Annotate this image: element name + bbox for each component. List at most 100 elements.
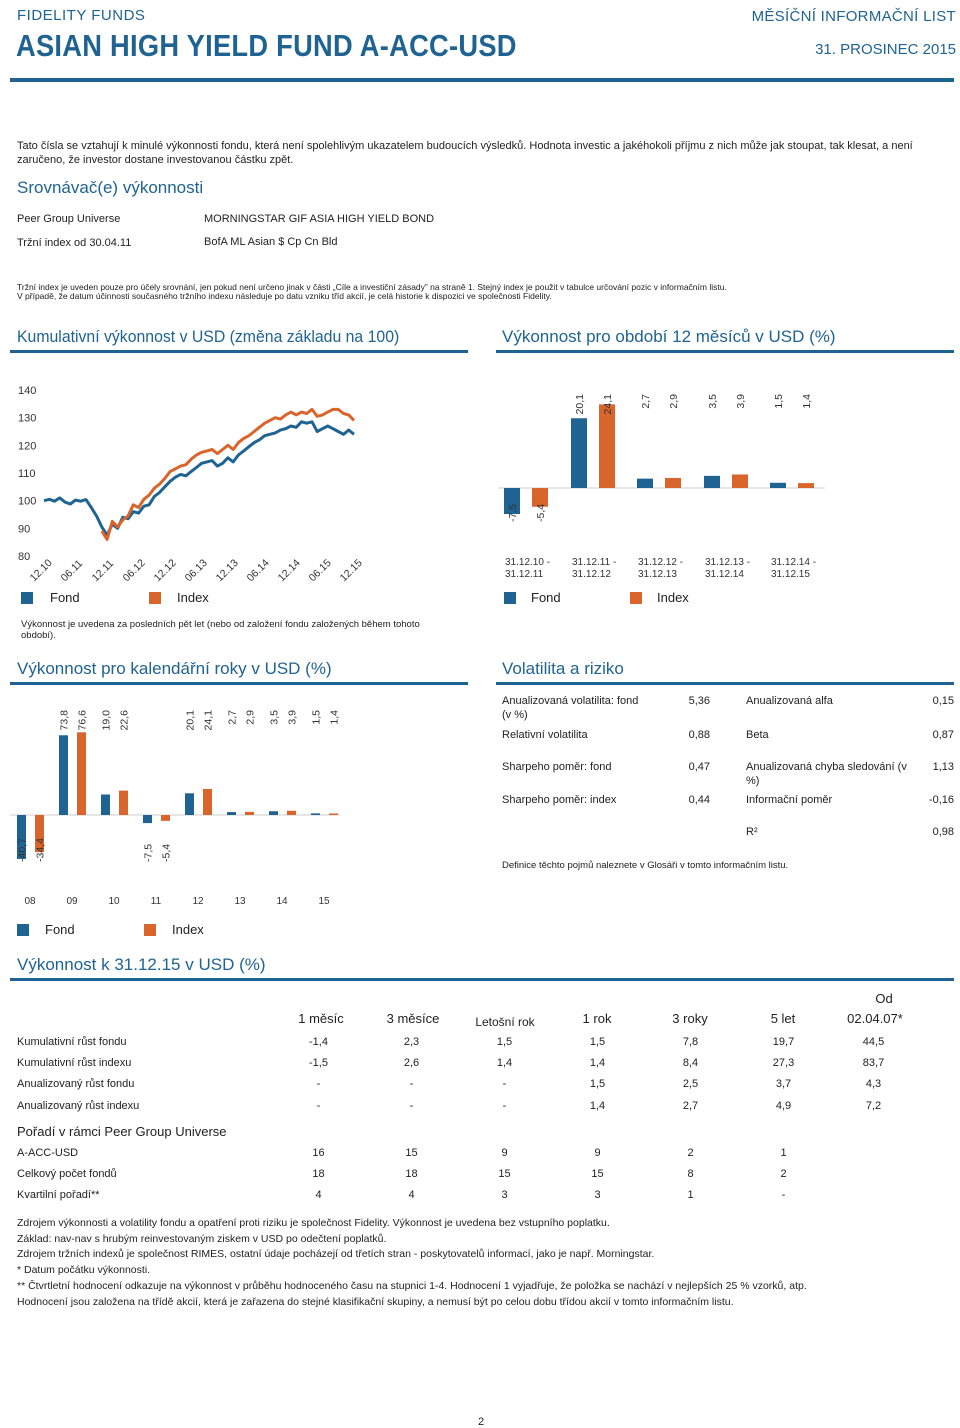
cumulative-x-tick: 06.15 xyxy=(307,557,334,584)
twelve-month-legend-fund-swatch xyxy=(504,592,516,604)
cumulative-x-tick: 06.13 xyxy=(183,557,210,584)
perf-cell: 1,4 xyxy=(589,1056,606,1069)
cumulative-x-tick: 06.11 xyxy=(59,557,86,584)
twelve-month-chart-title: Výkonnost pro období 12 měsíců v USD (%) xyxy=(502,327,836,346)
twelve-month-category-end: 31.12.11 xyxy=(505,569,544,580)
report-date: 31. PROSINEC 2015 xyxy=(815,41,956,58)
comparator-value-peer: MORNINGSTAR GIF ASIA HIGH YIELD BOND xyxy=(204,213,435,225)
perf-table-title-rule xyxy=(10,978,954,981)
rank-row-label: Celkový počet fondů xyxy=(17,1167,117,1180)
rank-cell: 9 xyxy=(594,1146,601,1159)
calendar-index-label: -5,4 xyxy=(161,844,173,862)
cumulative-x-tick: 12.14 xyxy=(276,557,303,584)
cumulative-y-tick: 100 xyxy=(18,496,36,508)
vol-value-information-ratio: -0,16 xyxy=(928,794,954,806)
perf-cell: -1,4 xyxy=(309,1035,328,1048)
calendar-index-bar xyxy=(77,732,86,815)
perf-cell: - xyxy=(502,1099,507,1112)
doc-type: MĚSÍČNÍ INFORMAČNÍ LIST xyxy=(751,8,956,25)
rank-cell: 18 xyxy=(405,1167,418,1180)
cumulative-y-tick: 140 xyxy=(18,385,36,397)
twelve-month-index-bar xyxy=(599,404,615,488)
calendar-legend-fund-swatch xyxy=(17,924,29,936)
perf-row-label: Kumulativní růst fondu xyxy=(17,1035,127,1048)
vol-value-relative-volatility: 0,88 xyxy=(688,729,710,741)
twelve-month-category-start: 31.12.12 - xyxy=(638,557,683,568)
twelve-month-fund-bar xyxy=(571,418,587,488)
calendar-fund-label: 20,1 xyxy=(185,710,197,731)
twelve-month-index-label: 2,9 xyxy=(668,394,680,409)
calendar-fund-label: 19,0 xyxy=(101,710,113,731)
calendar-index-label: 3,9 xyxy=(287,710,299,725)
calendar-legend-fund-label: Fond xyxy=(45,922,75,937)
perf-cell: 83,7 xyxy=(862,1056,885,1069)
twelve-month-category-start: 31.12.10 - xyxy=(505,557,550,568)
disclaimer: Tato čísla se vztahují k minulé výkonnos… xyxy=(17,140,913,166)
cumulative-chart-title: Kumulativní výkonnost v USD (změna zákla… xyxy=(17,327,400,346)
twelve-month-fund-label: 2,7 xyxy=(640,394,652,409)
twelve-month-fund-label: -7,5 xyxy=(507,504,519,522)
cumulative-x-tick: 12.13 xyxy=(214,557,241,584)
rank-row-label: Kvartilní pořadí** xyxy=(17,1189,100,1202)
perf-cell: - xyxy=(316,1078,321,1091)
vol-value-annual-volatility: 5,36 xyxy=(688,695,710,707)
cumulative-y-tick: 130 xyxy=(18,413,36,425)
rank-cell: - xyxy=(781,1189,786,1202)
footnotes: Zdrojem výkonnosti a volatility fondu a … xyxy=(17,1216,947,1310)
twelve-month-legend-index-label: Index xyxy=(657,590,689,605)
rank-cell: 4 xyxy=(408,1189,415,1202)
perf-note: Výkonnost je uvedena za posledních pět l… xyxy=(21,619,420,641)
rank-cell: 15 xyxy=(591,1167,604,1180)
vol-value-tracking-error: 1,13 xyxy=(932,761,954,773)
vol-value-sharpe-index: 0,44 xyxy=(688,794,710,806)
perf-cell: - xyxy=(316,1099,321,1112)
perf-cell: 27,3 xyxy=(772,1056,795,1069)
perf-row: Kumulativní růst indexu -1,5 2,6 1,4 1,4 8,4 2… xyxy=(17,1052,917,1073)
comparator-note-1: Tržní index je uveden pouze pro účely sr… xyxy=(17,282,727,292)
twelve-month-fund-bar xyxy=(637,478,653,488)
rank-cell: 2 xyxy=(780,1167,787,1180)
brand: FIDELITY FUNDS xyxy=(17,7,146,24)
cumulative-x-tick: 12.11 xyxy=(90,557,117,584)
rank-cell xyxy=(830,1163,917,1184)
cumulative-y-tick: 80 xyxy=(18,551,30,563)
calendar-index-bar xyxy=(287,810,296,815)
twelve-month-fund-bar xyxy=(504,488,520,515)
perf-cell: 2,5 xyxy=(682,1078,699,1091)
twelve-month-index-label: 24,1 xyxy=(602,394,614,415)
comparator-value-index: BofA ML Asian $ Cp Cn Bld xyxy=(204,236,338,248)
calendar-index-bar xyxy=(245,811,254,815)
calendar-year-tick: 15 xyxy=(318,896,330,907)
twelve-month-index-bar xyxy=(532,488,548,507)
vol-label-annual-volatility: Anualizovaná volatilita: fond (v %) xyxy=(502,695,639,721)
perf-cell: 1,4 xyxy=(589,1099,606,1112)
perf-cell: 2,3 xyxy=(403,1035,420,1048)
comparators-title: Srovnávač(e) výkonnosti xyxy=(17,178,204,197)
calendar-index-label: 22,6 xyxy=(119,710,131,731)
perf-header-1m: 1 měsíc xyxy=(298,1011,344,1026)
cumulative-legend-fund-label: Fond xyxy=(50,590,80,605)
vol-label-sharpe-fund: Sharpeho poměr: fond xyxy=(502,761,612,773)
perf-cell: 44,5 xyxy=(862,1035,885,1048)
calendar-index-bar xyxy=(329,813,338,815)
vol-label-r-squared: R² xyxy=(746,826,758,838)
footnote-3: Zdrojem tržních indexů je společnost RIM… xyxy=(17,1248,655,1261)
calendar-fund-bar xyxy=(101,794,110,815)
rank-row: Celkový počet fondů 18 18 15 15 8 2 xyxy=(17,1163,917,1184)
perf-cell: 2,7 xyxy=(682,1099,699,1112)
calendar-year-tick: 11 xyxy=(151,896,162,907)
perf-row: Kumulativní růst fondu -1,4 2,3 1,5 1,5 7,8 19… xyxy=(17,1031,917,1052)
twelve-month-index-label: 1,4 xyxy=(801,394,813,409)
perf-table: Kumulativní růst fondu -1,4 2,3 1,5 1,5 7,8 19… xyxy=(17,1031,917,1116)
volatility-title-rule xyxy=(496,682,954,685)
rank-cell: 9 xyxy=(501,1146,508,1159)
calendar-index-bar xyxy=(161,815,170,821)
perf-cell: 4,9 xyxy=(775,1099,792,1112)
cumulative-x-tick: 12.12 xyxy=(152,557,179,584)
perf-header-5y: 5 let xyxy=(770,1011,796,1026)
rank-cell: 18 xyxy=(312,1167,325,1180)
vol-label-alpha: Anualizovaná alfa xyxy=(746,695,833,707)
rank-cell: 15 xyxy=(498,1167,511,1180)
calendar-fund-label: 73,8 xyxy=(59,710,71,731)
rank-title: Pořadí v rámci Peer Group Universe xyxy=(17,1124,227,1139)
